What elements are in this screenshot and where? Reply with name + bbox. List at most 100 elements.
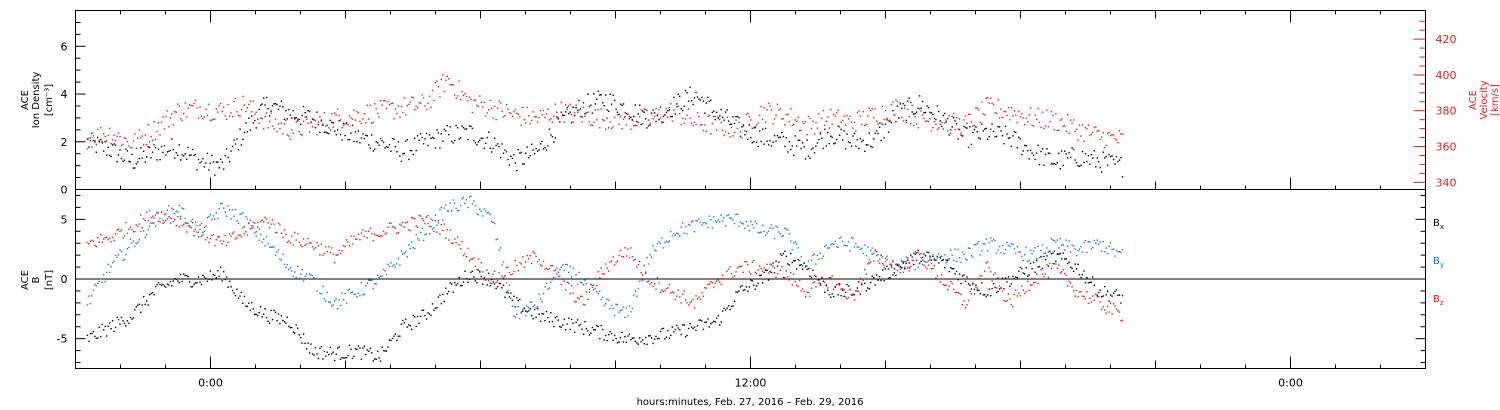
by-point [329, 301, 331, 304]
bz-point [505, 266, 508, 269]
by-point [240, 213, 243, 215]
velocity-point [662, 121, 665, 124]
density-point [451, 140, 453, 142]
velocity-point [399, 116, 401, 118]
bx-point [131, 318, 133, 320]
velocity-point [428, 95, 431, 97]
velocity-point [704, 124, 706, 126]
bx-point [594, 329, 596, 331]
bx-point [191, 285, 194, 288]
velocity-point [394, 108, 397, 110]
density-point [1009, 137, 1011, 139]
density-point [214, 174, 216, 176]
density-point [553, 141, 555, 143]
bz-point [1111, 313, 1113, 315]
density-point [588, 105, 591, 108]
by-point [591, 284, 594, 287]
density-point [323, 131, 326, 133]
bx-point [775, 260, 777, 262]
by-point [91, 295, 93, 297]
by-point [1109, 242, 1112, 244]
density-point [245, 122, 247, 124]
bx-point [186, 274, 188, 277]
bx-point [260, 306, 262, 308]
by-point [468, 196, 471, 198]
bx-point [779, 253, 782, 255]
velocity-point [630, 128, 632, 130]
velocity-point [562, 114, 564, 117]
density-point [200, 160, 203, 163]
bz-point [707, 283, 709, 286]
bz-point [528, 257, 530, 260]
density-point [181, 154, 183, 156]
velocity-point [1007, 106, 1010, 109]
velocity-point [1109, 134, 1112, 137]
bz-point [202, 231, 204, 234]
density-point [385, 146, 388, 148]
velocity-point [787, 113, 789, 115]
density-point [1102, 151, 1104, 153]
velocity-point [166, 110, 169, 112]
by-point [1018, 251, 1020, 253]
velocity-point [320, 120, 323, 122]
bz-point [106, 236, 108, 238]
bx-point [716, 317, 718, 319]
bx-point [169, 281, 172, 283]
velocity-point [631, 119, 633, 122]
bz-point [957, 292, 959, 294]
density-point [824, 128, 826, 131]
bz-point [122, 237, 124, 239]
density-point [319, 131, 321, 133]
by-point [1093, 239, 1095, 242]
velocity-point [658, 109, 660, 111]
bx-point [677, 327, 679, 329]
bz-point [581, 295, 583, 298]
by-point [302, 280, 305, 282]
bz-point [374, 233, 376, 235]
by-point [433, 227, 435, 229]
by-point [766, 232, 768, 234]
bx-point [861, 284, 863, 286]
density-point [242, 138, 244, 140]
velocity-point [1075, 128, 1078, 130]
velocity-point [126, 140, 129, 143]
by-point [550, 281, 552, 283]
by-point [378, 276, 380, 279]
bz-point [867, 263, 869, 265]
by-point [461, 198, 463, 200]
bx-point [465, 278, 468, 280]
density-point [513, 154, 515, 156]
velocity-point [86, 148, 89, 150]
bx-point [1006, 281, 1008, 283]
by-point [896, 263, 899, 265]
bx-point [1121, 294, 1124, 297]
bz-point [382, 230, 385, 233]
velocity-point [932, 126, 934, 129]
velocity-point [325, 125, 327, 127]
velocity-point [639, 116, 641, 118]
bz-point [1118, 311, 1121, 313]
bx-point [1040, 256, 1042, 258]
bz-point [234, 238, 237, 240]
velocity-point [382, 100, 385, 102]
by-point [419, 231, 422, 234]
by-point [877, 254, 879, 256]
bx-point [431, 303, 434, 305]
bx-point [489, 285, 491, 287]
bx-point [698, 319, 700, 321]
density-point [927, 106, 930, 109]
by-point [209, 214, 211, 216]
density-point [1104, 157, 1106, 159]
bz-point [1034, 281, 1036, 284]
velocity-point [273, 128, 275, 130]
bx-point [165, 286, 167, 288]
density-point [377, 142, 379, 144]
bx-point [202, 274, 204, 277]
velocity-point [282, 133, 284, 135]
bz-point [1007, 293, 1010, 295]
by-point [738, 225, 740, 227]
bz-point [415, 225, 417, 227]
bz-point [443, 223, 445, 225]
bz-point [733, 275, 736, 277]
bz-point [554, 269, 556, 271]
